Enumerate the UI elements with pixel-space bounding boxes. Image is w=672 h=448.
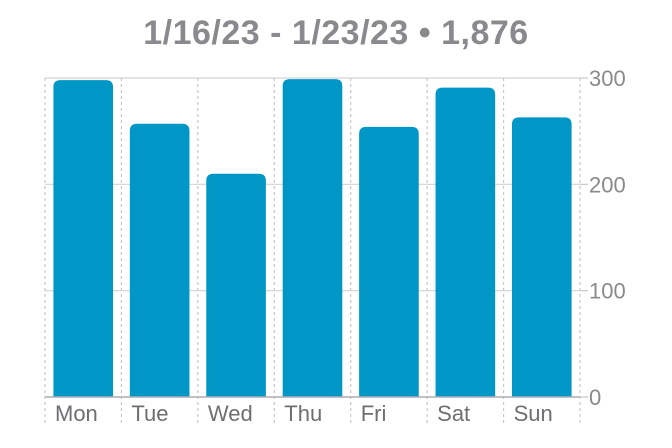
chart-title: 1/16/23 - 1/23/23 • 1,876 [143,14,529,52]
x-tick-label: Mon [55,401,98,426]
x-tick-label: Sun [514,401,553,426]
x-tick-label: Sat [437,401,470,426]
x-tick-label: Wed [208,401,253,426]
y-tick-label: 100 [589,279,626,304]
bar-thu [282,79,343,398]
tick-labels: 0 100 200 300 Mon Tue Wed Thu Fri Sat Sun [55,66,626,426]
x-tick-label: Fri [361,401,387,426]
bar-sun [511,117,572,398]
bars [53,79,572,398]
x-tick-label: Thu [284,401,322,426]
bar-sat [435,87,496,397]
y-tick-label: 200 [589,172,626,197]
bar-tue [129,123,190,398]
bar-fri [359,126,419,397]
x-tick-label: Tue [131,401,168,426]
bar-mon [53,80,114,398]
axes [45,77,588,398]
y-tick-label: 300 [589,66,626,91]
bar-wed [206,173,266,397]
y-tick-label: 0 [589,385,601,410]
